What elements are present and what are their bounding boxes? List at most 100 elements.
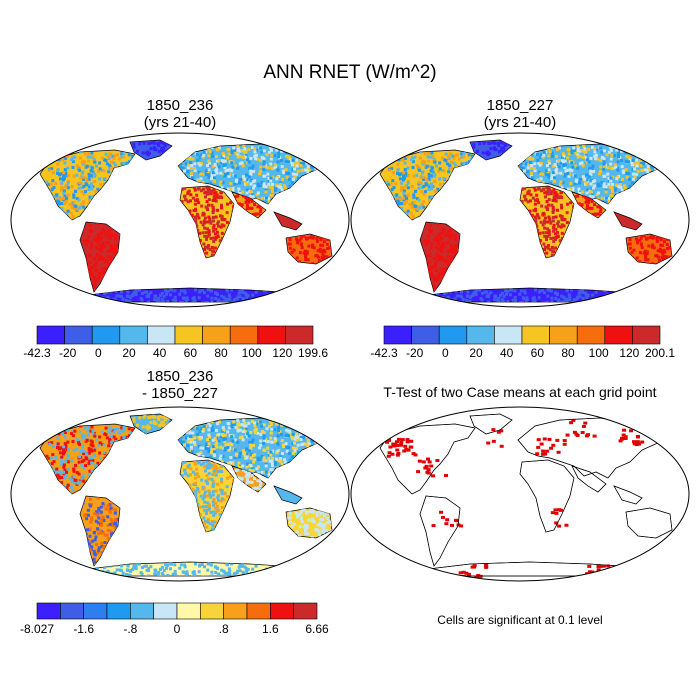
- grid-cell: [214, 235, 218, 239]
- grid-cell: [86, 298, 90, 302]
- grid-cell: [630, 160, 634, 164]
- grid-cell: [315, 145, 319, 149]
- grid-cell: [550, 203, 554, 207]
- grid-cell: [213, 443, 217, 447]
- grid-cell: [324, 149, 325, 153]
- grid-cell: [534, 216, 538, 220]
- grid-cell: [188, 429, 192, 433]
- grid-cell: [260, 156, 264, 160]
- grid-cell: [541, 223, 545, 227]
- grid-cell: [88, 230, 92, 234]
- grid-cell: [122, 435, 126, 439]
- grid-cell: [73, 478, 77, 482]
- grid-cell: [299, 164, 303, 168]
- grid-cell: [270, 185, 274, 189]
- grid-cell: [551, 219, 555, 223]
- grid-cell: [113, 508, 117, 512]
- grid-cell: [558, 183, 562, 187]
- grid-cell: [452, 301, 456, 302]
- grid-cell: [479, 297, 483, 301]
- grid-cell: [545, 192, 549, 196]
- grid-cell: [265, 200, 269, 204]
- grid-cell: [450, 245, 454, 249]
- grid-cell: [441, 228, 445, 232]
- grid-cell: [645, 237, 649, 241]
- grid-cell: [192, 209, 196, 213]
- grid-cell: [624, 160, 628, 164]
- grid-cell: [72, 296, 76, 300]
- grid-cell: [87, 172, 91, 176]
- grid-cell: [68, 476, 72, 480]
- grid-cell: [78, 442, 82, 446]
- grid-cell: [423, 152, 427, 156]
- grid-cell: [73, 155, 77, 159]
- grid-cell: [199, 153, 203, 157]
- grid-cell: [543, 191, 547, 195]
- grid-cell: [533, 299, 537, 302]
- grid-cell: [503, 144, 507, 148]
- grid-cell: [415, 300, 419, 302]
- grid-cell: [220, 196, 224, 200]
- grid-cell: [77, 472, 81, 476]
- grid-cell: [451, 250, 455, 254]
- grid-cell: [212, 198, 216, 202]
- grid-cell: [228, 168, 232, 172]
- grid-cell: [154, 422, 158, 426]
- grid-cell: [545, 206, 549, 210]
- grid-cell: [640, 234, 644, 238]
- grid-cell: [321, 168, 325, 172]
- grid-cell: [83, 152, 87, 156]
- grid-cell: [207, 147, 211, 151]
- grid-cell: [89, 155, 93, 159]
- grid-cell: [95, 269, 99, 273]
- grid-cell: [523, 186, 527, 190]
- map-panel-1850-227: [350, 132, 690, 308]
- grid-cell: [73, 429, 77, 433]
- grid-cell: [418, 181, 422, 185]
- grid-cell: [259, 158, 263, 162]
- grid-cell: [611, 190, 615, 194]
- grid-cell: [280, 188, 284, 192]
- grid-cell: [299, 236, 303, 240]
- grid-cell: [630, 250, 634, 254]
- grid-cell: [642, 162, 646, 166]
- grid-cell: [120, 162, 124, 166]
- grid-cell: [420, 291, 424, 292]
- grid-cell: [128, 160, 132, 164]
- grid-cell: [536, 228, 540, 232]
- grid-cell: [272, 295, 276, 299]
- grid-cell: [84, 294, 88, 298]
- grid-cell: [380, 157, 384, 161]
- grid-cell: [214, 194, 218, 198]
- grid-cell: [528, 161, 532, 165]
- grid-cell: [475, 149, 479, 153]
- grid-cell: [500, 291, 504, 295]
- grid-cell: [644, 158, 648, 162]
- grid-cell: [477, 288, 481, 292]
- grid-cell: [303, 150, 307, 154]
- grid-cell: [106, 504, 110, 508]
- grid-cell: [205, 186, 209, 190]
- grid-cell: [410, 203, 414, 207]
- grid-cell: [160, 420, 164, 424]
- grid-cell: [197, 179, 201, 183]
- grid-cell: [395, 197, 399, 201]
- grid-cell: [179, 165, 183, 169]
- grid-cell: [241, 190, 245, 194]
- grid-cell: [108, 152, 112, 156]
- grid-cell: [89, 429, 93, 433]
- grid-cell: [536, 158, 540, 162]
- grid-cell: [413, 298, 417, 302]
- grid-cell: [60, 462, 64, 466]
- grid-cell: [132, 145, 136, 149]
- grid-cell: [88, 473, 92, 477]
- grid-cell: [223, 172, 227, 176]
- grid-cell: [42, 427, 46, 431]
- grid-cell: [548, 188, 552, 192]
- grid-cell: [562, 224, 566, 228]
- grid-cell: [307, 168, 311, 172]
- grid-cell: [104, 152, 108, 156]
- grid-cell: [321, 157, 325, 161]
- grid-cell: [598, 172, 602, 176]
- grid-cell: [440, 271, 444, 275]
